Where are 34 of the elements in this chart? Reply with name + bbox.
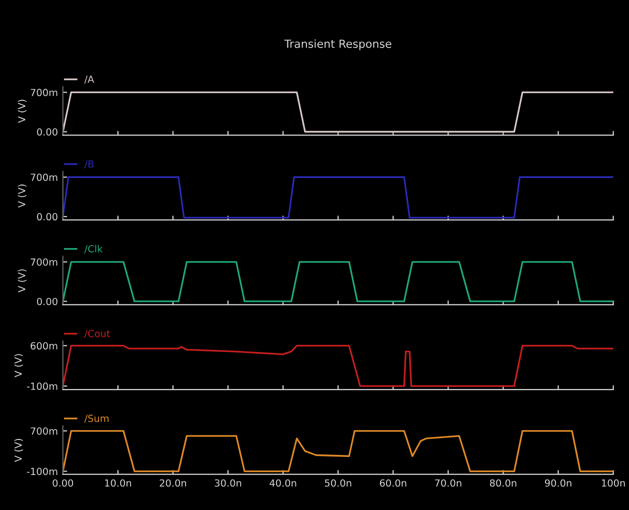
x-tick-label: 100n <box>602 479 625 487</box>
x-tick-label: 90.0n <box>544 479 572 487</box>
y-axis-title: V (V) <box>18 269 26 292</box>
x-tick-label: 10.0n <box>105 479 132 487</box>
x-tick-label: 30.0n <box>214 479 242 487</box>
series-label: /Cout <box>84 330 110 338</box>
y-tick-label: 0.00 <box>37 298 58 306</box>
y-axis-title: V (V) <box>18 184 26 208</box>
chart-title: Transient Response <box>284 39 392 50</box>
x-tick-label: 80.0n <box>490 479 516 487</box>
series-label: /B <box>84 160 94 168</box>
x-tick-label: 70.0n <box>435 479 462 487</box>
series-label: /A <box>84 76 94 84</box>
line-series <box>62 344 614 387</box>
y-axis-title: V (V) <box>18 100 26 123</box>
y-tick-label: 700m <box>30 258 58 266</box>
x-tick-label: 50.0n <box>324 479 352 487</box>
y-axis-title: V (V) <box>14 438 23 462</box>
y-axis-title: V (V) <box>14 354 23 378</box>
y-tick-label: 600m <box>30 342 58 350</box>
y-tick-label: 700m <box>30 174 58 181</box>
y-tick-label: 0.00 <box>37 213 58 220</box>
x-tick-label: 60.0n <box>380 479 406 487</box>
y-tick-label: -100m <box>26 382 58 390</box>
y-tick-label: 0.00 <box>37 128 58 136</box>
series-label: /Clk <box>84 244 103 254</box>
y-tick-label: 700m <box>30 427 58 435</box>
x-tick-label: 20.0n <box>160 479 186 487</box>
y-tick-label: -100m <box>26 468 58 476</box>
x-tick-label: 40.0n <box>270 479 296 487</box>
line-series <box>62 430 614 472</box>
y-tick-label: 700m <box>30 88 58 96</box>
x-tick-label: 0.00 <box>52 479 74 487</box>
series-label: /Sum <box>84 414 109 423</box>
